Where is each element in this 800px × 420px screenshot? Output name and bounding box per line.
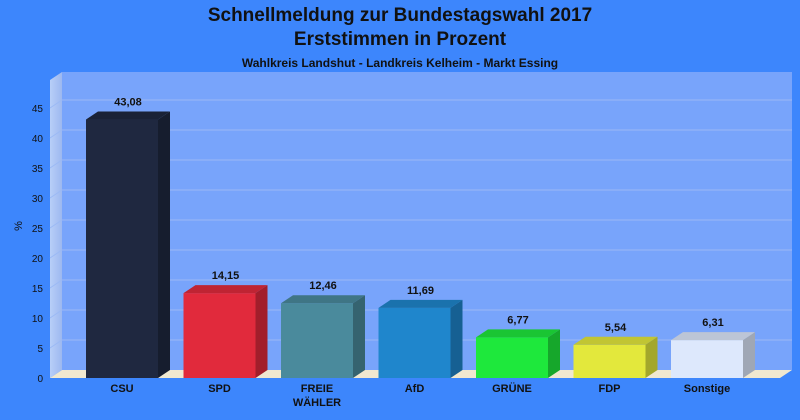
gridline-side — [49, 339, 63, 349]
value-label: 6,77 — [507, 314, 528, 326]
bar-side — [158, 111, 170, 379]
y-tick-label: 10 — [32, 314, 44, 325]
bar — [476, 337, 548, 378]
y-tick-label: 5 — [37, 344, 43, 355]
bar — [378, 307, 451, 378]
gridline-side — [49, 159, 63, 169]
category-label: FDP — [599, 383, 621, 395]
chart-side-wall — [50, 72, 62, 378]
y-tick-label: 35 — [32, 164, 44, 175]
chart-subtitle: Wahlkreis Landshut - Landkreis Kelheim -… — [241, 56, 559, 70]
bar-top — [86, 111, 170, 120]
category-label: Sonstige — [684, 383, 730, 395]
y-tick-label: 25 — [32, 224, 44, 235]
gridline-side — [49, 99, 63, 109]
gridline-side — [49, 219, 63, 229]
value-label: 11,69 — [407, 285, 434, 297]
bar-top — [378, 299, 463, 308]
bar — [281, 303, 353, 378]
bar — [183, 293, 256, 378]
category-label: GRÜNE — [492, 382, 532, 395]
y-tick-label: 40 — [32, 134, 44, 145]
value-label: 14,15 — [212, 270, 240, 282]
y-tick-label: 45 — [32, 104, 44, 115]
y-axis: 0 5 10 15 20 25 30 35 40 45 — [32, 104, 44, 385]
chart-title-line2: Erststimmen in Prozent — [293, 29, 507, 50]
value-label: 12,46 — [309, 280, 337, 292]
bar-side — [450, 299, 463, 378]
category-label: WÄHLER — [293, 396, 341, 409]
bar — [671, 340, 743, 378]
gridline-side — [49, 309, 63, 319]
bar-top — [281, 295, 365, 304]
y-tick-label: 0 — [37, 374, 43, 385]
bar-side — [645, 336, 658, 378]
y-tick-label: 30 — [32, 194, 44, 205]
bar-top — [476, 329, 560, 338]
bar — [86, 119, 158, 379]
bar-side — [743, 332, 755, 378]
category-label: SPD — [208, 383, 231, 395]
gridline-side — [49, 189, 63, 199]
category-label: AfD — [405, 383, 425, 395]
category-label: CSU — [110, 383, 133, 395]
gridline-side — [49, 249, 63, 259]
chart-title-line1: Schnellmeldung zur Bundestagswahl 2017 — [207, 5, 593, 26]
y-tick-label: 15 — [32, 284, 44, 295]
bars — [86, 111, 755, 379]
value-label: 43,08 — [114, 97, 142, 109]
bar-side — [548, 329, 560, 378]
value-label: 5,54 — [605, 322, 627, 334]
y-tick-label: 20 — [32, 254, 44, 265]
bar-top — [573, 336, 658, 345]
y-axis-label: % — [13, 221, 25, 231]
bar-side — [255, 285, 268, 378]
gridline-side — [49, 129, 63, 139]
category-label: FREIE — [301, 383, 333, 395]
value-label: 6,31 — [702, 317, 723, 329]
gridline-side — [49, 279, 63, 289]
chart-header: Schnellmeldung zur Bundestagswahl 2017 E… — [0, 4, 800, 70]
grid-lines — [49, 99, 792, 349]
bar — [573, 344, 646, 378]
bar-top — [671, 332, 755, 341]
bar-side — [353, 295, 365, 378]
bar-top — [183, 285, 268, 294]
